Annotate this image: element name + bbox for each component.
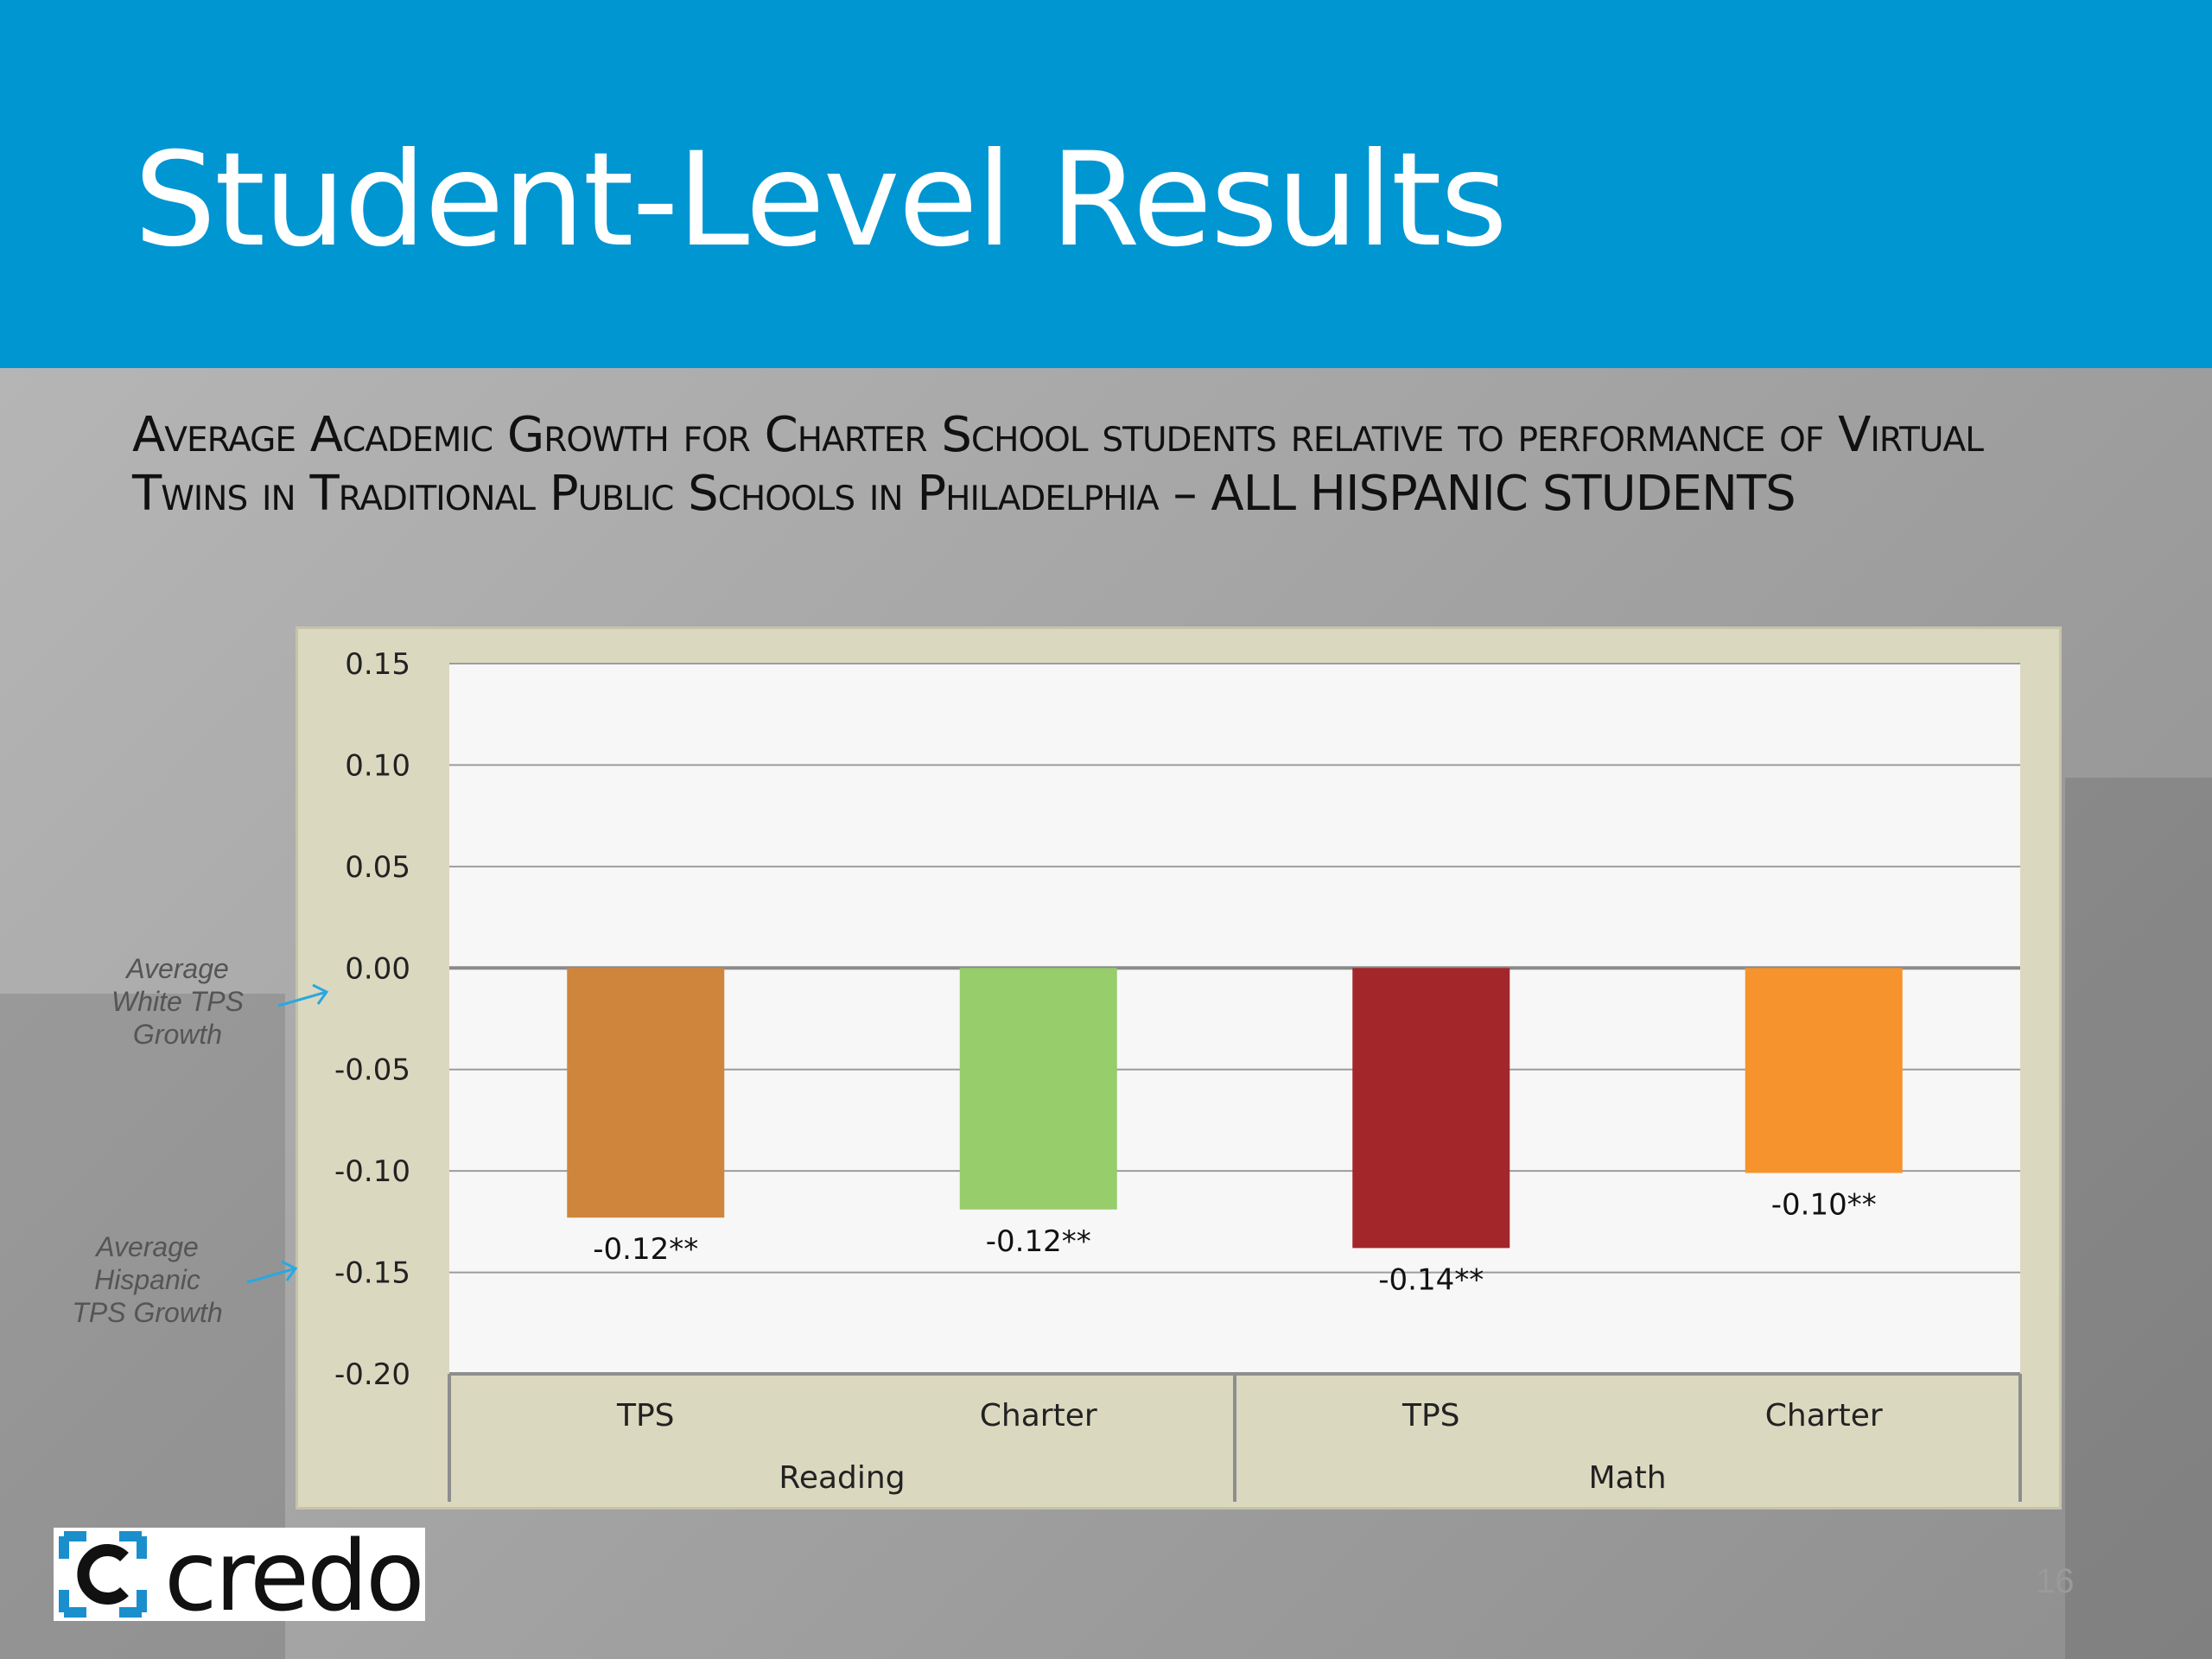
x-category-label: Charter	[1765, 1398, 1883, 1433]
data-label: -0.12**	[986, 1224, 1091, 1259]
annotation-hispanic-growth: Average Hispanic TPS Growth	[72, 1231, 223, 1328]
x-category-label: Charter	[980, 1398, 1097, 1433]
credo-logo: credo	[54, 1521, 425, 1633]
header-bar: Student-Level Results	[0, 0, 2212, 368]
page-title: Student-Level Results	[134, 125, 1508, 276]
x-group-label: Reading	[779, 1460, 905, 1496]
data-label: -0.12**	[593, 1232, 698, 1267]
x-group-label: Math	[1588, 1460, 1666, 1496]
y-tick-label: 0.05	[345, 850, 410, 885]
y-tick-label: 0.00	[345, 951, 410, 986]
y-tick-label: -0.15	[334, 1256, 410, 1291]
y-tick-label: 0.10	[345, 748, 410, 783]
arrow-white-growth-icon	[277, 983, 329, 1007]
bar	[1352, 968, 1510, 1249]
y-tick-label: -0.05	[334, 1053, 410, 1088]
chart-subtitle: Average Academic Growth for Charter Scho…	[132, 407, 1984, 522]
bar-chart: 0.15 0.10 0.05 0.00 -0.05 -0.10 -0.15 -0.20 -0.1…	[334, 647, 2022, 1502]
credo-logo-text: credo	[164, 1521, 425, 1633]
bar	[1745, 968, 1903, 1173]
chart-frame: 0.15 0.10 0.05 0.00 -0.05 -0.10 -0.15 -0.20 -0.1…	[296, 626, 2062, 1510]
data-label: -0.14**	[1378, 1262, 1484, 1297]
y-tick-label: -0.10	[334, 1154, 410, 1189]
y-tick-label: 0.15	[345, 647, 410, 682]
bar	[567, 968, 725, 1218]
credo-logo-mark-icon	[59, 1531, 147, 1618]
x-category-label: TPS	[616, 1398, 675, 1433]
annotation-white-growth: Average White TPS Growth	[111, 953, 244, 1050]
y-tick-label: -0.20	[334, 1357, 410, 1392]
data-label: -0.10**	[1771, 1187, 1877, 1222]
bar	[959, 968, 1117, 1210]
x-category-label: TPS	[1402, 1398, 1460, 1433]
arrow-hispanic-growth-icon	[246, 1260, 298, 1284]
background-building-right	[2065, 778, 2212, 1659]
page-number: 16	[2036, 1562, 2075, 1600]
